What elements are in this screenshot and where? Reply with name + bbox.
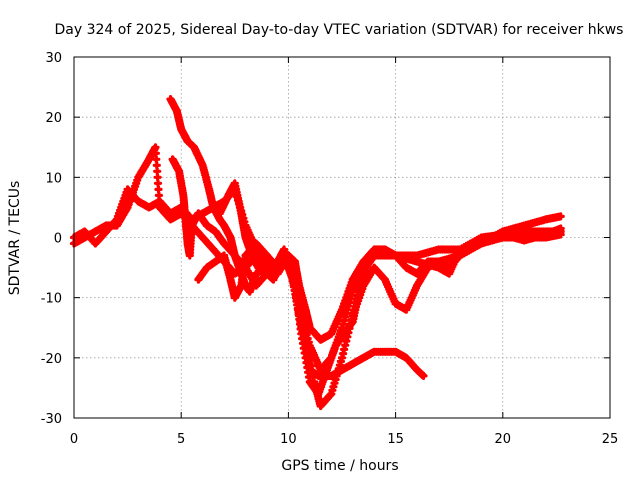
series-track-3 [166,95,565,344]
y-tick-label: -10 [41,292,62,307]
y-tick-label: 30 [45,51,62,66]
x-axis-label: GPS time / hours [281,458,398,474]
x-tick-label: 25 [602,432,619,447]
data-series [69,95,565,411]
chart-title: Day 324 of 2025, Sidereal Day-to-day VTE… [55,22,624,38]
series-track-5 [215,179,565,398]
y-tick-label: 20 [45,111,62,126]
x-tick-label: 5 [177,432,185,447]
plot-frame [73,56,611,419]
x-tick-labels: 0 5 10 15 20 25 [70,432,618,447]
series-track-4 [168,155,428,380]
x-tick-label: 10 [280,432,297,447]
x-tick-label: 0 [70,432,78,447]
y-tick-labels: -30 -20 -10 0 10 20 30 [41,51,62,427]
y-tick-label: -20 [41,352,62,367]
y-axis-label: SDTVAR / TECUs [7,181,23,296]
series-track-6 [194,239,299,302]
x-tick-label: 15 [387,432,404,447]
y-tick-label: 10 [45,171,62,186]
y-tick-label: -30 [41,412,62,427]
series-track-1 [69,185,565,374]
x-tick-label: 20 [495,432,512,447]
y-tick-label: 0 [54,232,62,247]
